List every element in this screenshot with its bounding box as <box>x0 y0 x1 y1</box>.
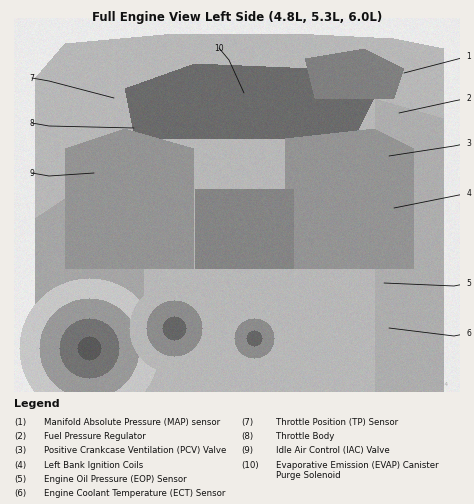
Text: 3: 3 <box>466 139 472 148</box>
Text: (1): (1) <box>14 418 26 427</box>
Text: Full Engine View Left Side (4.8L, 5.3L, 6.0L): Full Engine View Left Side (4.8L, 5.3L, … <box>92 11 382 24</box>
Text: Idle Air Control (IAC) Valve: Idle Air Control (IAC) Valve <box>276 447 390 456</box>
Text: Throttle Body: Throttle Body <box>276 432 334 441</box>
Text: (2): (2) <box>14 432 26 441</box>
Text: 9: 9 <box>29 168 35 177</box>
Text: (10): (10) <box>242 461 259 470</box>
Text: 5: 5 <box>466 279 472 287</box>
Text: 7: 7 <box>29 74 35 83</box>
Text: Left Bank Ignition Coils: Left Bank Ignition Coils <box>44 461 143 470</box>
Text: (7): (7) <box>242 418 254 427</box>
Text: 10: 10 <box>214 43 224 52</box>
Text: 2: 2 <box>466 94 471 102</box>
Text: 1: 1 <box>466 51 471 60</box>
Text: (5): (5) <box>14 475 26 484</box>
Text: 4: 4 <box>466 188 472 198</box>
Text: (8): (8) <box>242 432 254 441</box>
Text: Throttle Position (TP) Sensor: Throttle Position (TP) Sensor <box>276 418 398 427</box>
Text: (4): (4) <box>14 461 26 470</box>
Text: (3): (3) <box>14 447 26 456</box>
Text: (6): (6) <box>14 489 26 498</box>
Text: Engine Oil Pressure (EOP) Sensor: Engine Oil Pressure (EOP) Sensor <box>44 475 186 484</box>
Text: Engine Coolant Temperature (ECT) Sensor: Engine Coolant Temperature (ECT) Sensor <box>44 489 225 498</box>
Text: (9): (9) <box>242 447 254 456</box>
Text: 334934: 334934 <box>428 382 449 387</box>
Text: 6: 6 <box>466 329 472 338</box>
Text: Manifold Absolute Pressure (MAP) sensor: Manifold Absolute Pressure (MAP) sensor <box>44 418 220 427</box>
Text: Evaporative Emission (EVAP) Canister
Purge Solenoid: Evaporative Emission (EVAP) Canister Pur… <box>276 461 438 480</box>
Text: 8: 8 <box>29 118 35 128</box>
Text: Legend: Legend <box>14 399 60 409</box>
Text: Fuel Pressure Regulator: Fuel Pressure Regulator <box>44 432 146 441</box>
Text: Positive Crankcase Ventilation (PCV) Valve: Positive Crankcase Ventilation (PCV) Val… <box>44 447 226 456</box>
